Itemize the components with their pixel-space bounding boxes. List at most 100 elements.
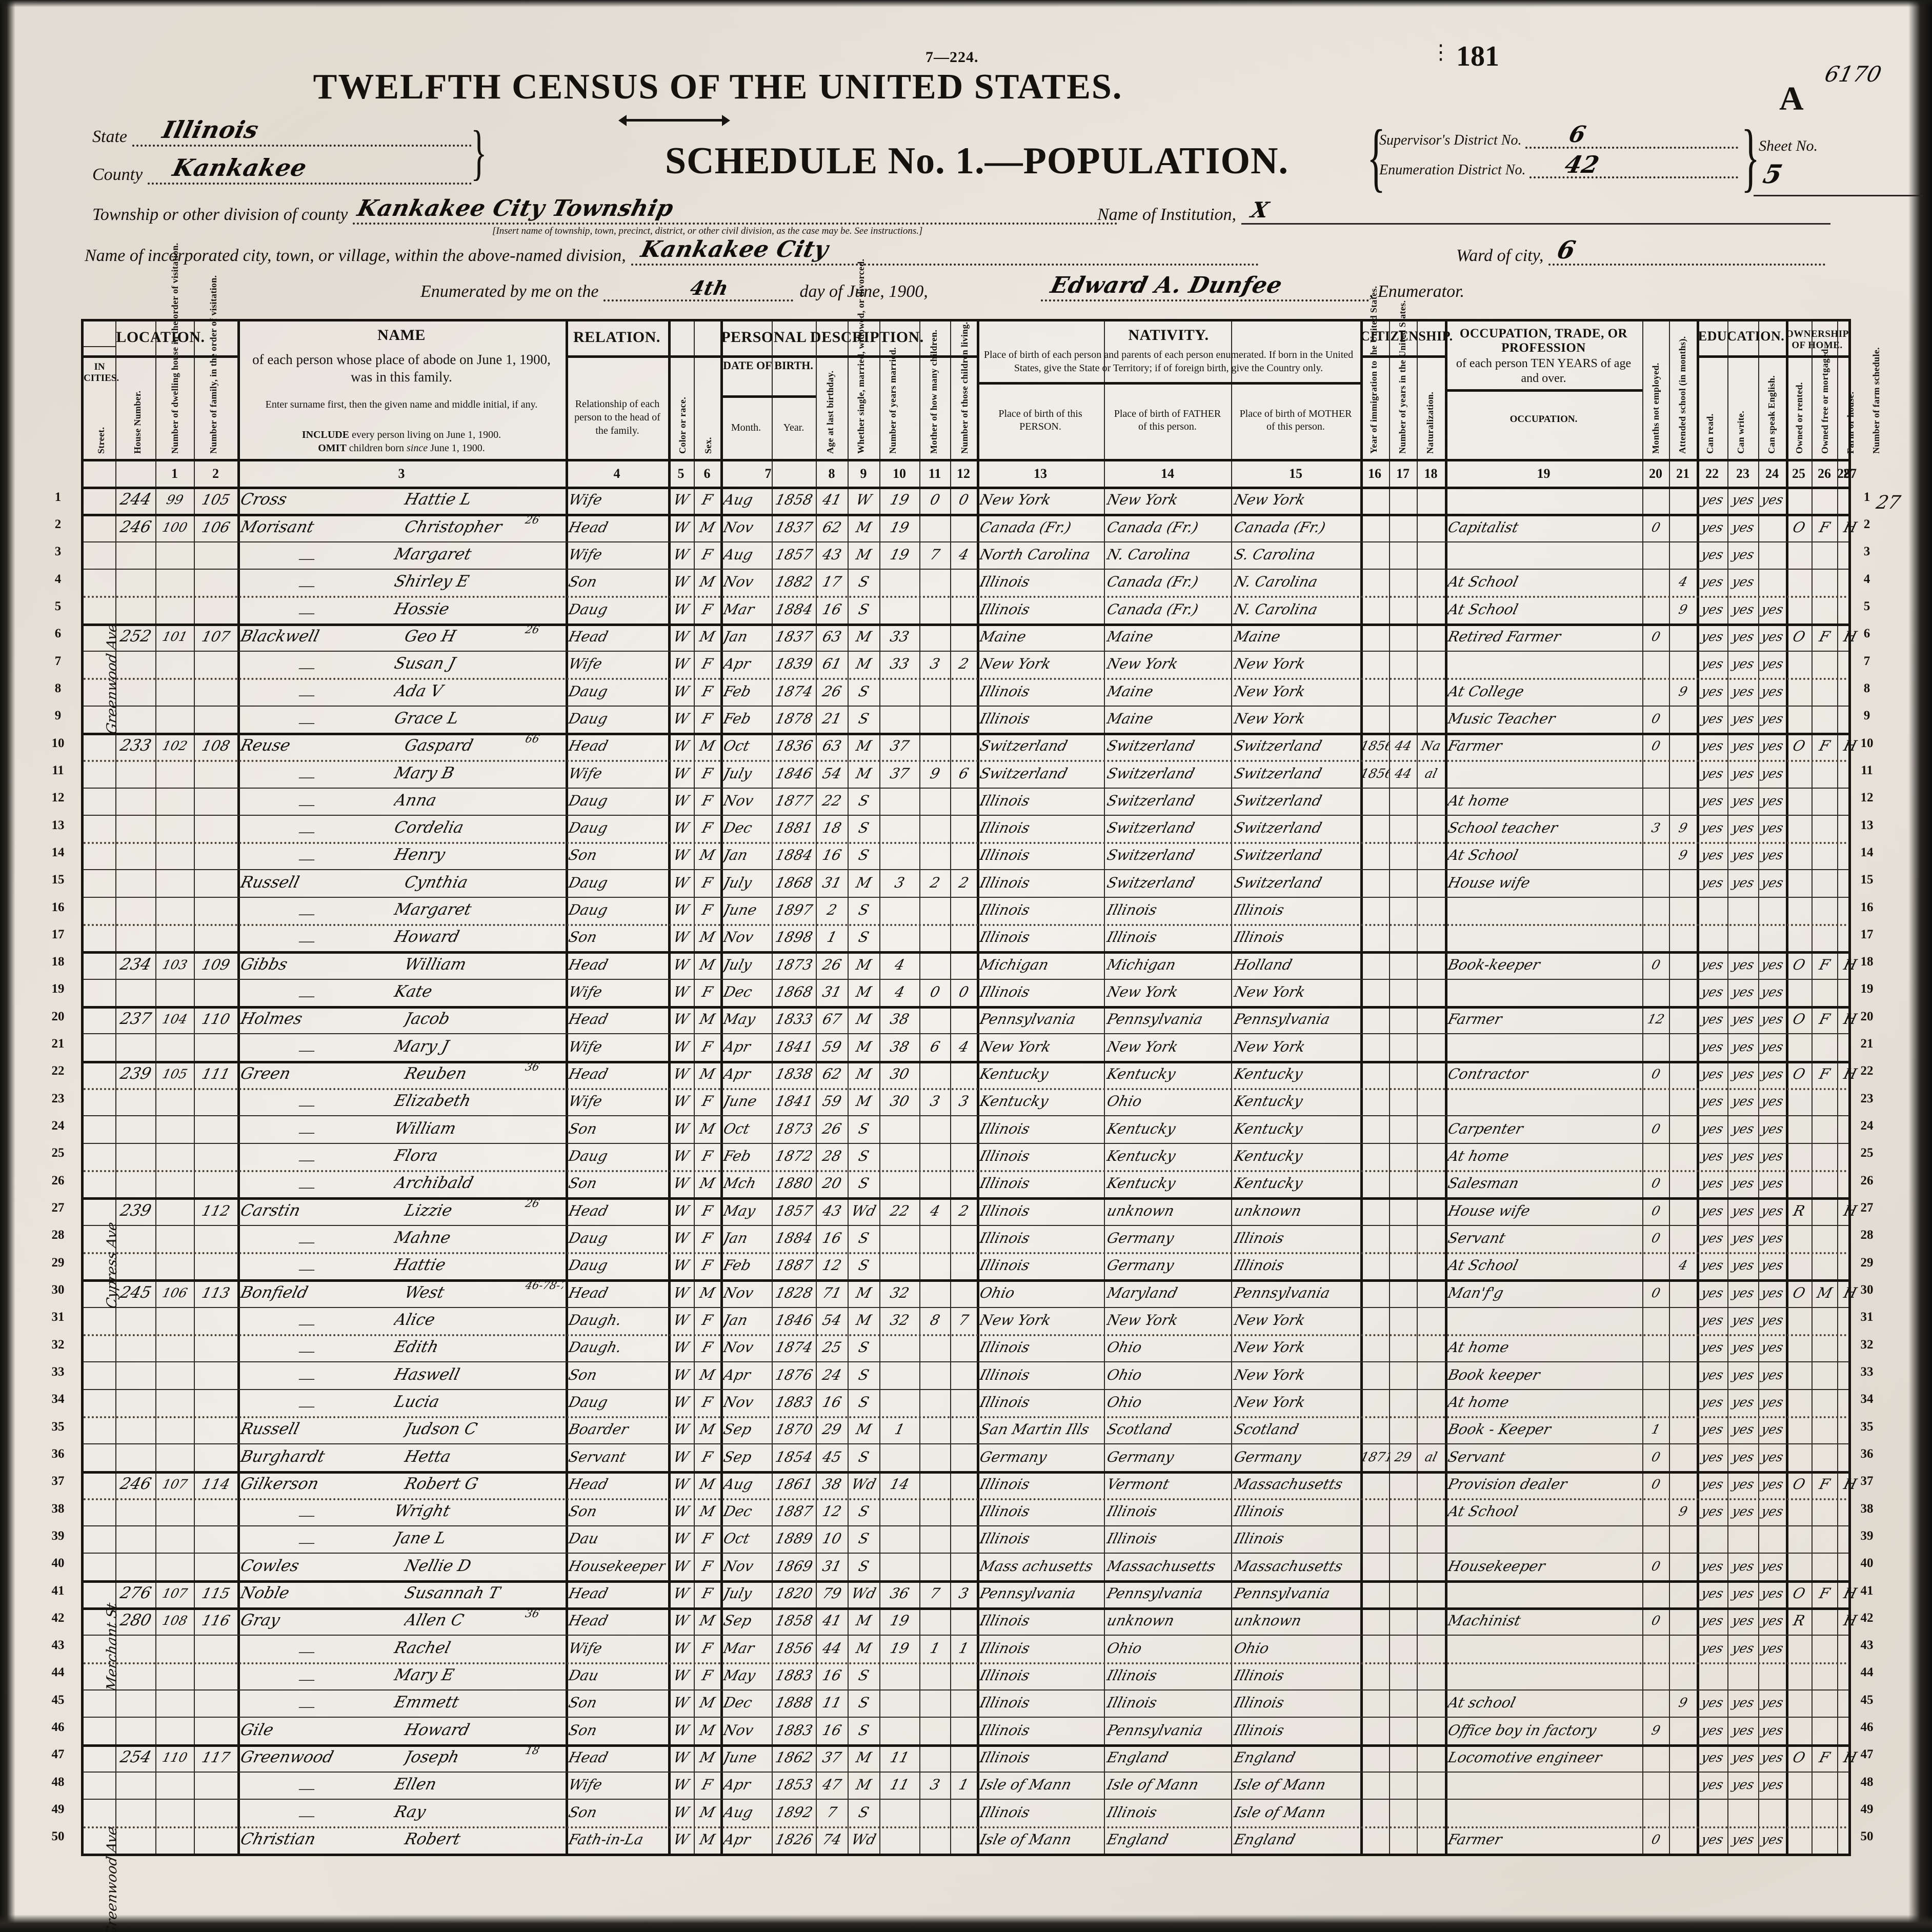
incorporated-label: Name of incorporated city, town, or vill… (85, 246, 626, 265)
cell-sex: M (698, 1065, 717, 1083)
cell-can-speak-english: yes (1760, 656, 1785, 672)
cell-surname: Russell (238, 1420, 301, 1439)
cell-marital-status: M (854, 655, 874, 673)
cell-marital-status: S (856, 1120, 871, 1137)
cell-given-name: Haswell (392, 1365, 462, 1384)
cell-birth-month: Aug (721, 491, 755, 509)
cell-marital-status: S (856, 682, 871, 700)
cell-occupation: Servant (1446, 1229, 1507, 1246)
row-number-left: 30 (51, 1283, 65, 1297)
row-number-right: 29 (1860, 1255, 1874, 1270)
cell-birthplace-father: Illinois (1105, 929, 1159, 946)
cell-birth-month: Mar (721, 600, 756, 618)
cell-birth-month: Feb (721, 710, 753, 727)
cell-sex: F (700, 1530, 715, 1547)
ditto-mark: — (299, 932, 314, 950)
row-separator (84, 1306, 1848, 1308)
cell-relation: Dau (567, 1667, 600, 1684)
enumerated-prefix: Enumerated by me on the (420, 282, 599, 301)
table-vline (1445, 321, 1447, 1854)
cell-birthplace-person: Illinois (978, 573, 1032, 591)
cell-birth-month: Nov (721, 1393, 755, 1411)
month-label: Month. (731, 422, 761, 433)
state-county-brace: } (470, 118, 487, 186)
cell-birthplace-father: Scotland (1105, 1421, 1174, 1438)
ditto-mark: — (299, 1151, 314, 1168)
cell-birth-year: 1888 (773, 1694, 815, 1712)
cell-birth-year: 1887 (773, 1503, 815, 1520)
cell-birth-month: Dec (721, 819, 754, 837)
cell-can-speak-english: yes (1760, 793, 1785, 808)
cell-birthplace-father: Illinois (1105, 901, 1159, 919)
column-number-1: 1 (171, 466, 178, 481)
cell-marital-status: S (856, 1175, 871, 1192)
row-separator (84, 1772, 1848, 1773)
table-vline (1642, 321, 1643, 1854)
cell-given-name: Robert G (402, 1474, 480, 1493)
cell-given-name: Howard (402, 1720, 472, 1739)
cell-birthplace-father: Ohio (1105, 1339, 1144, 1356)
cell-age: 31 (820, 1557, 843, 1575)
cell-marital-status: M (854, 1749, 874, 1766)
row-number-left: 27 (51, 1201, 65, 1215)
cell-relation: Daugh. (567, 1339, 623, 1356)
ditto-mark: — (299, 1178, 314, 1195)
cell-children-living: 2 (957, 874, 971, 891)
cell-marital-status: M (854, 874, 874, 891)
cell-sex: F (700, 1776, 715, 1794)
ditto-mark: — (299, 549, 314, 567)
birth-mother-label: Place of birth of MOTHER of this person. (1239, 408, 1352, 432)
cell-age: 7 (825, 1803, 839, 1821)
cell-relation: Wife (567, 491, 604, 509)
row-number-left: 8 (54, 681, 62, 695)
ditto-mark: — (299, 1643, 314, 1660)
group-header-education: EDUCATION. (1698, 329, 1785, 344)
cell-birthplace-mother: New York (1232, 1339, 1307, 1356)
cell-birth-month: Nov (721, 1721, 755, 1739)
row-number-left: 2 (54, 517, 62, 532)
row-number-right: 46 (1860, 1720, 1874, 1735)
group-header-occupation: OCCUPATION, TRADE, OR PROFESSION (1459, 327, 1628, 355)
cell-birthplace-mother: Pennsylvania (1232, 1585, 1332, 1602)
cell-can-write: yes (1730, 547, 1756, 562)
ditto-mark: — (299, 604, 314, 621)
cell-house-number: 245 (118, 1283, 153, 1302)
cell-years-married: 32 (888, 1311, 911, 1329)
column-number-16: 16 (1368, 466, 1381, 481)
cell-birthplace-father: Canada (Fr.) (1105, 573, 1200, 591)
cell-occupation: House wife (1446, 1202, 1532, 1219)
cell-children-living: 0 (957, 491, 971, 509)
row-number-right: 30 (1860, 1283, 1874, 1297)
state-label: State (92, 127, 127, 146)
ditto-mark: — (299, 1506, 314, 1523)
cell-sex: M (698, 1721, 717, 1739)
cell-birthplace-person: Illinois (978, 983, 1032, 1001)
cell-birthplace-father: Germany (1105, 1448, 1176, 1465)
cell-sex: F (700, 1393, 715, 1411)
cell-occupation: Book - Keeper (1446, 1421, 1553, 1438)
row-number-left: 7 (54, 654, 62, 668)
cell-occupation: At School (1446, 1257, 1520, 1274)
cell-birth-month: Feb (721, 682, 753, 700)
cell-marital-status: M (854, 737, 874, 755)
cell-birthplace-mother: Illinois (1232, 1530, 1286, 1547)
cell-birth-year: 1854 (773, 1448, 815, 1465)
cell-relation: Head (567, 1612, 610, 1629)
cell-months-not-employed: 0 (1650, 1176, 1662, 1191)
cell-birthplace-father: Canada (Fr.) (1105, 600, 1200, 618)
naturalization-header-label: Naturalization. (1425, 392, 1435, 454)
cell-sex: F (700, 1229, 715, 1246)
cell-given-name: Mahne (392, 1228, 453, 1247)
cell-birth-month: Mar (721, 1639, 756, 1657)
cell-birth-year: 1861 (773, 1475, 815, 1493)
cell-birthplace-mother: Germany (1232, 1448, 1303, 1465)
table-vline (194, 321, 195, 1854)
cell-birthplace-mother: Illinois (1232, 1229, 1286, 1246)
cell-birth-month: Apr (721, 1831, 753, 1848)
cell-marital-status: M (854, 1311, 874, 1329)
row-number-right: 21 (1860, 1037, 1874, 1051)
cell-birth-month: Jan (721, 1229, 750, 1246)
hline-personal (668, 355, 977, 358)
cell-children-living: 4 (957, 1038, 971, 1055)
cell-family-number: 110 (200, 1011, 232, 1028)
